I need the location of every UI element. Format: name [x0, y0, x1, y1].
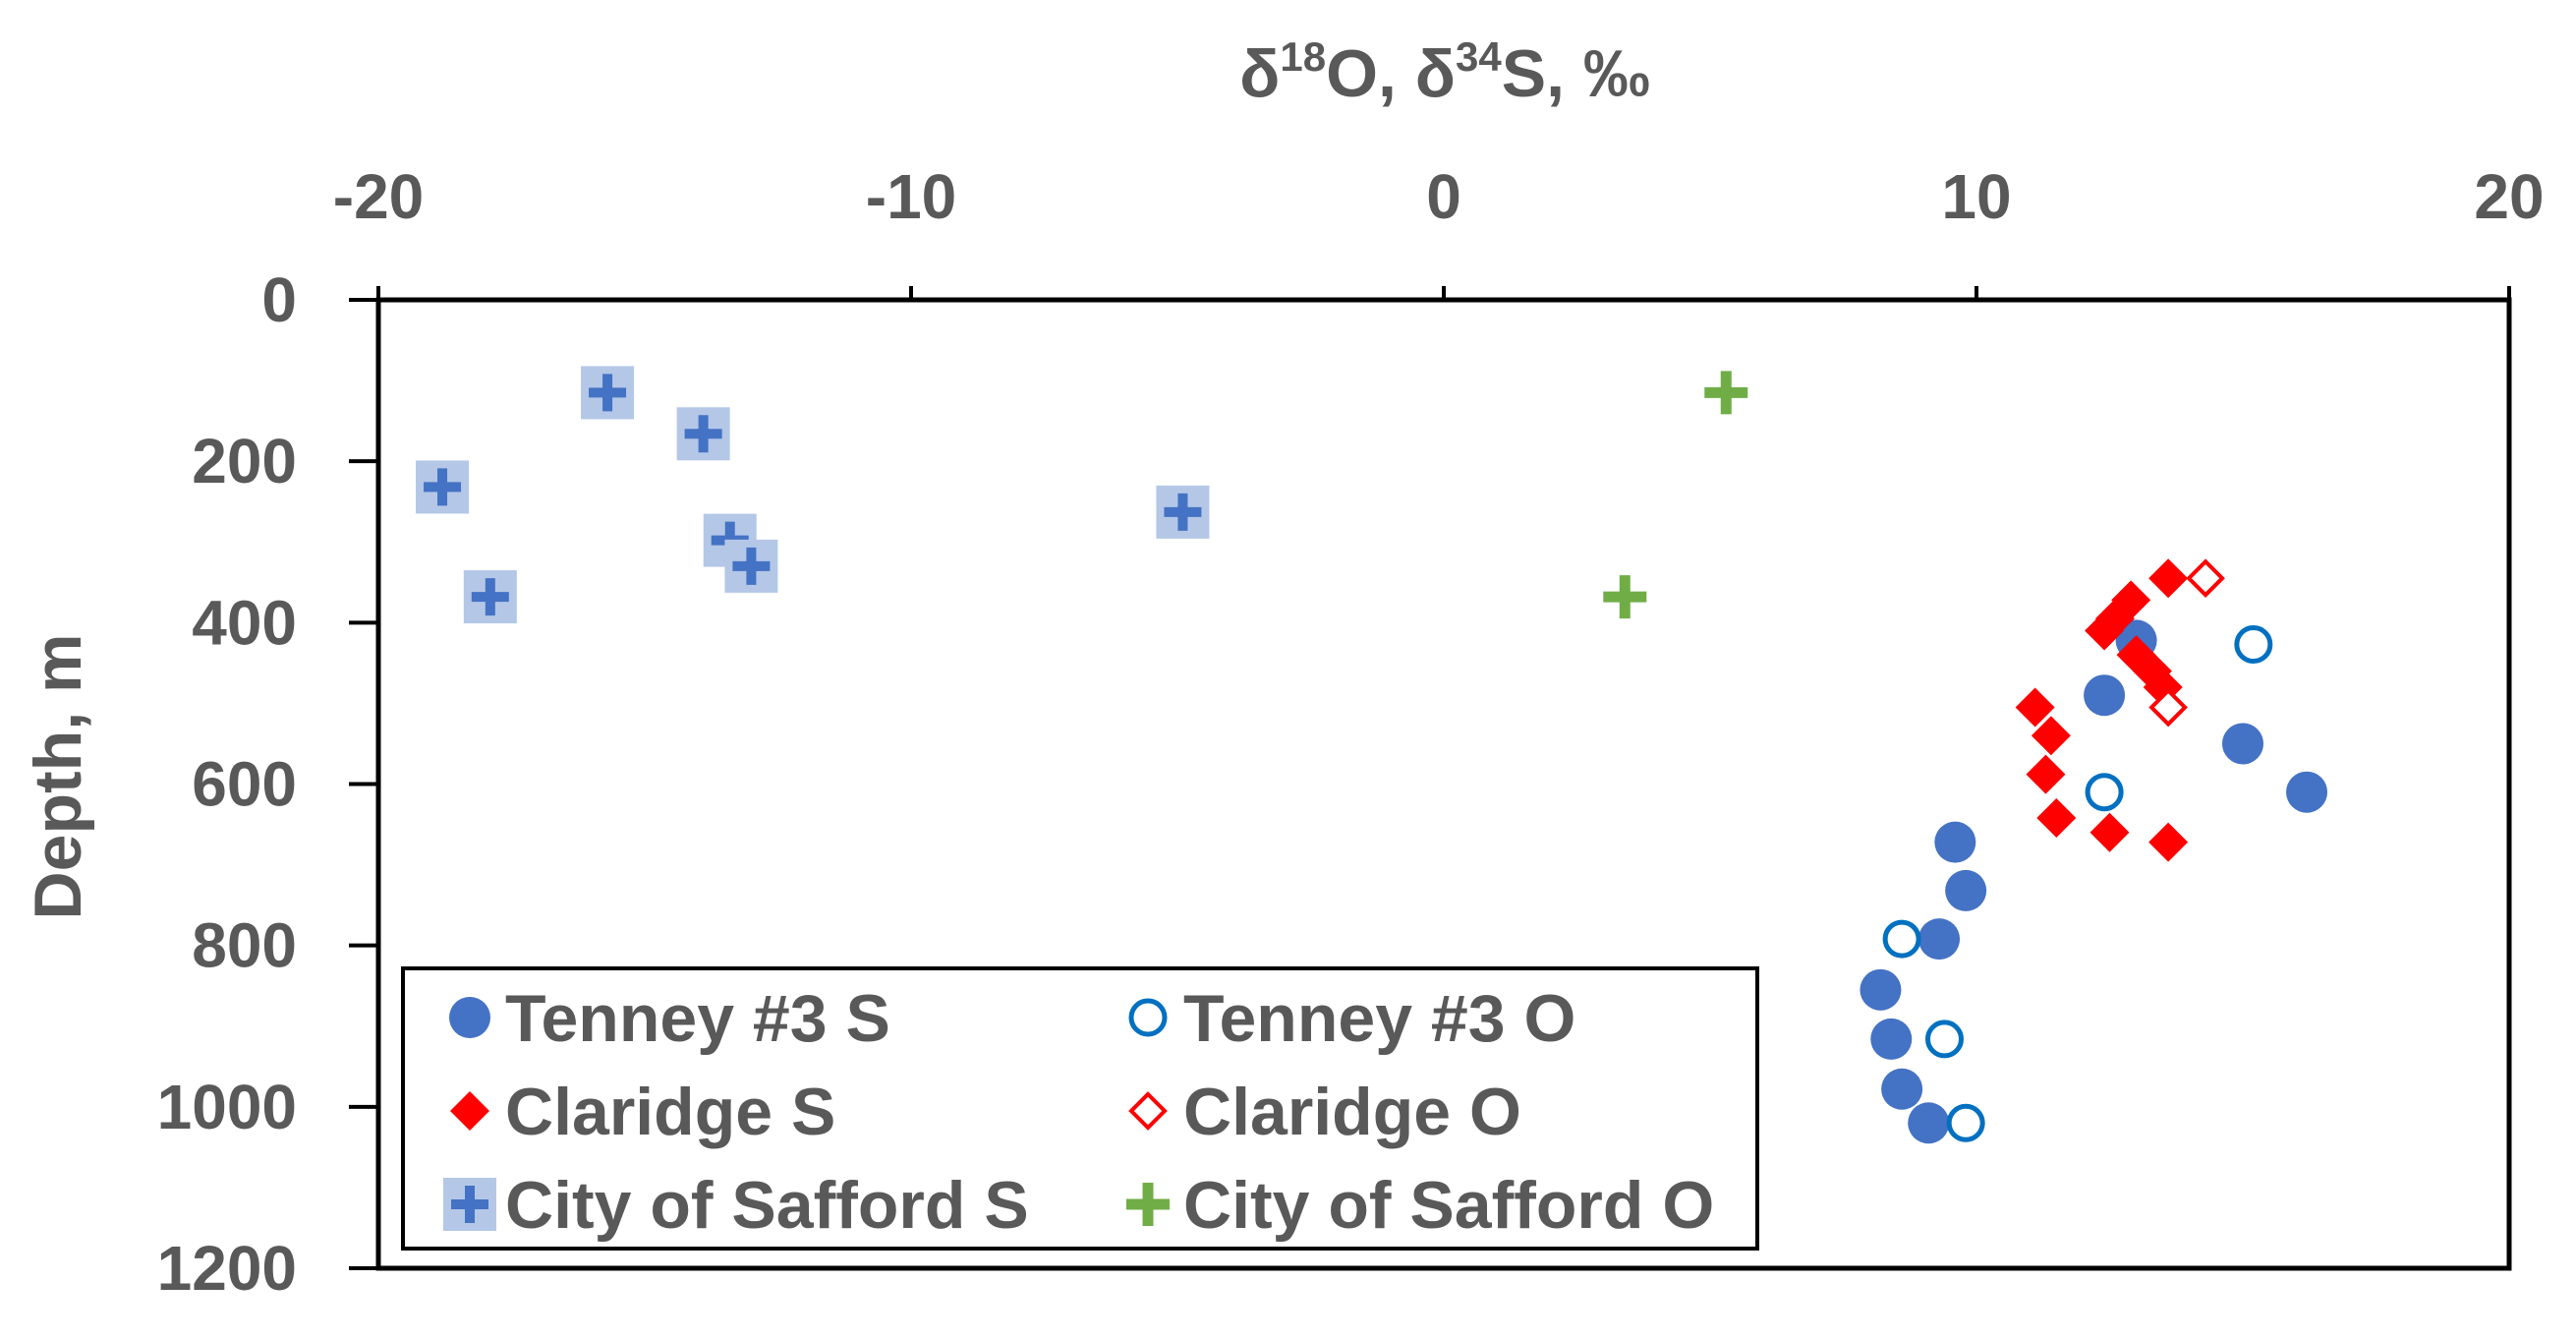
x-tick-label: 20: [2474, 161, 2544, 232]
point-claridge-s: [2015, 687, 2055, 728]
y-tick-label: 0: [261, 264, 297, 335]
x-tick-label: -10: [866, 161, 957, 232]
y-tick-labels: 0 200 400 600 800 1000 1200: [157, 264, 297, 1304]
point-city-of-safford-s: [463, 570, 517, 624]
point-claridge-s: [2026, 754, 2066, 794]
legend-label: City of Safford S: [505, 1168, 1029, 1243]
point-tenney-3-s: [1881, 1068, 1923, 1110]
legend-box: [401, 966, 1759, 1251]
y-tick-label: 1000: [157, 1072, 297, 1142]
point-city-of-safford-s: [724, 539, 778, 593]
point-claridge-s: [2036, 797, 2077, 838]
point-claridge-s: [2031, 716, 2071, 756]
y-axis-title: Depth, m: [21, 634, 95, 920]
point-tenney-3-s: [1934, 821, 1976, 863]
point-tenney-3-s: [2286, 771, 2328, 813]
point-tenney-3-s: [1918, 918, 1961, 961]
legend-marker: [1126, 1183, 1170, 1226]
y-tick-label: 600: [192, 749, 297, 820]
point-city-of-safford-o: [1603, 575, 1647, 619]
x-tick-label: -20: [333, 161, 425, 232]
point-tenney-3-o: [1924, 1020, 1964, 1059]
data-points: [416, 366, 2328, 1144]
legend-marker: [1128, 1091, 1168, 1131]
legend: Tenney #3 S Tenney #3 O Claridge S Claridge…: [401, 966, 1759, 1251]
point-city-of-safford-s: [581, 366, 635, 420]
point-tenney-3-s: [2222, 723, 2263, 765]
point-tenney-3-s: [2084, 674, 2126, 717]
x-tick-label: 0: [1426, 161, 1461, 232]
legend-label: Tenney #3 S: [505, 981, 890, 1056]
point-claridge-s: [2148, 822, 2189, 862]
y-tick-label: 200: [192, 426, 297, 496]
point-city-of-safford-o: [1704, 371, 1748, 415]
x-tick-labels: -20 -10 0 10 20: [333, 161, 2545, 232]
point-claridge-o: [2148, 687, 2188, 728]
legend-label: Claridge S: [505, 1075, 835, 1149]
point-tenney-3-o: [2085, 773, 2124, 812]
legend-marker: [1128, 998, 1168, 1037]
y-tick-label: 1200: [157, 1233, 297, 1304]
point-claridge-s: [2085, 611, 2125, 651]
point-tenney-3-s: [1908, 1102, 1950, 1144]
legend-marker: [443, 1178, 496, 1231]
point-city-of-safford-s: [416, 460, 470, 514]
point-tenney-3-s: [1870, 1018, 1913, 1060]
y-tick-label: 400: [192, 587, 297, 658]
legend-marker: [449, 997, 490, 1038]
point-city-of-safford-s: [676, 407, 730, 461]
point-tenney-3-o: [1882, 919, 1921, 959]
point-city-of-safford-s: [1156, 485, 1210, 539]
x-tick-label: 10: [1941, 161, 2011, 232]
point-tenney-3-s: [1860, 968, 1902, 1011]
x-axis-title: δ18O, δ34S, ‰: [1239, 33, 1650, 111]
legend-label: Tenney #3 O: [1183, 981, 1575, 1056]
y-tick-label: 800: [192, 910, 297, 981]
point-tenney-3-s: [1945, 869, 1987, 911]
point-claridge-o: [2186, 558, 2225, 599]
legend-label: Claridge O: [1183, 1075, 1521, 1149]
point-claridge-s: [2089, 812, 2130, 852]
legend-label: City of Safford O: [1183, 1168, 1714, 1243]
point-claridge-s: [2148, 558, 2189, 599]
point-tenney-3-o: [1946, 1103, 1985, 1142]
axis-tick-marks: [349, 286, 2511, 1270]
legend-marker: [450, 1091, 489, 1131]
point-tenney-3-o: [2234, 624, 2273, 664]
